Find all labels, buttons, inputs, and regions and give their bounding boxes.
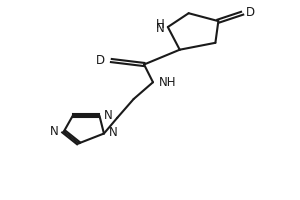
- Text: N: N: [50, 125, 59, 138]
- Text: N: N: [109, 126, 117, 139]
- Text: NH: NH: [159, 76, 176, 89]
- Text: H: H: [155, 18, 164, 31]
- Text: N: N: [104, 109, 113, 122]
- Text: D: D: [96, 54, 105, 67]
- Text: D: D: [246, 6, 255, 19]
- Text: N: N: [155, 22, 164, 35]
